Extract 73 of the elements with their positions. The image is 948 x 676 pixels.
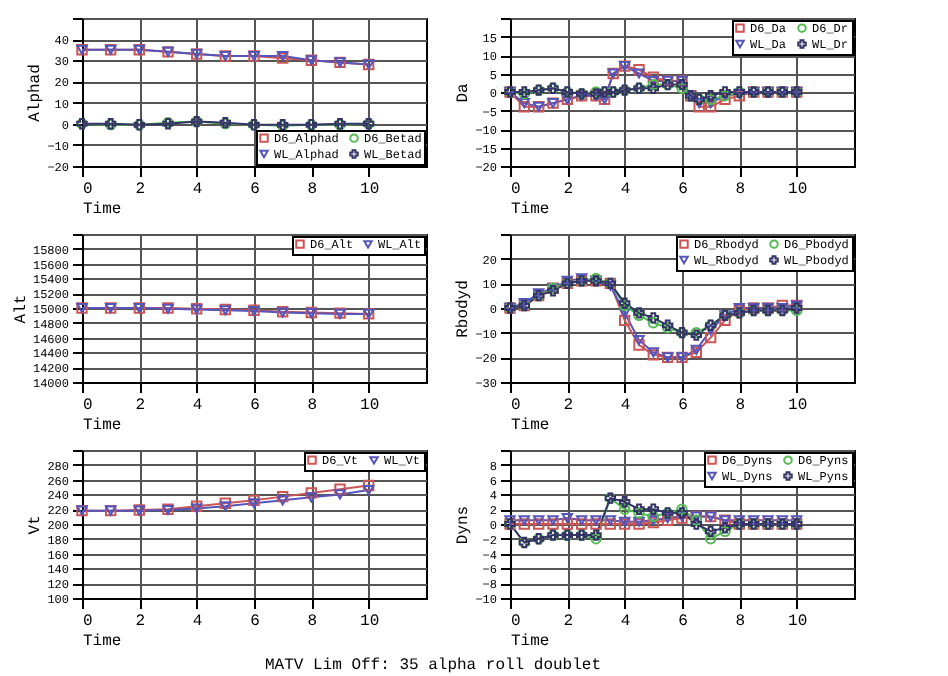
x-axis-title: Time [83,417,122,435]
x-tick-label: 0 [83,397,93,415]
text: MATV Lim Off: 35 alpha roll doublet [264,657,602,675]
x-tick-label: 10 [788,613,808,631]
x-tick-label: 8 [307,397,318,415]
x-tick-label: 0 [83,181,93,199]
point [704,325,717,336]
x-tick-label: 4 [192,613,203,631]
point [647,510,660,523]
y-axis-title: Vt [27,515,46,535]
point [704,331,717,344]
point [647,317,660,329]
x-tick-label: 4 [620,613,631,631]
x-tick-label: 8 [735,181,746,199]
x-tick-label: 2 [563,181,574,199]
x-tick-label: 4 [620,181,631,199]
x-tick-label: 8 [307,181,318,199]
y-axis-title: Da [455,83,474,103]
point [561,513,574,524]
point [362,479,375,492]
x-tick-label: 0 [511,613,521,631]
point [561,518,574,530]
x-tick-label: 2 [135,613,146,631]
point [618,496,631,508]
x-axis-title: Time [511,417,550,435]
point [618,307,631,318]
point [618,503,631,515]
point [276,490,289,503]
x-tick-label: 6 [678,181,689,199]
point [618,314,631,327]
x-tick-label: 10 [360,613,380,631]
point [305,492,318,503]
x-tick-label: 6 [678,397,689,415]
y-axis-title: Alt [12,294,31,324]
x-tick-label: 2 [563,613,574,631]
x-tick-label: 6 [250,613,261,631]
x-tick-label: 4 [620,397,631,415]
x-tick-label: 2 [563,397,574,415]
x-tick-label: 0 [83,613,93,631]
point [334,489,346,500]
y-axis-title: Alphad [27,63,46,122]
x-axis-title: Time [83,633,122,651]
x-tick-label: 10 [788,181,808,199]
x-tick-label: 6 [678,613,689,631]
x-tick-label: 4 [192,181,203,199]
x-tick-label: 8 [735,397,746,415]
x-tick-label: 6 [250,181,261,199]
point [305,487,318,499]
x-axis-title: Time [511,201,550,219]
point [633,335,645,346]
point [704,525,717,538]
x-axis-title: Time [511,633,550,651]
x-tick-label: 8 [307,613,318,631]
point [647,503,660,515]
point [704,533,717,545]
point [334,483,346,495]
x-axis-title: Time [83,201,122,219]
x-tick-label: 8 [735,613,746,631]
x-tick-label: 4 [192,397,203,415]
y-axis-title: Rbodyd [455,279,474,338]
y-axis-title: Dyns [455,505,474,545]
x-tick-label: 10 [360,397,380,415]
x-tick-label: 2 [135,397,146,415]
x-tick-label: 10 [788,397,808,415]
point [719,314,731,327]
x-tick-label: 0 [511,181,521,199]
point [276,495,289,506]
point [362,484,375,496]
x-tick-label: 0 [511,397,521,415]
x-tick-label: 2 [135,181,146,199]
point [647,312,660,324]
x-tick-label: 6 [250,397,261,415]
x-tick-label: 10 [360,181,380,199]
